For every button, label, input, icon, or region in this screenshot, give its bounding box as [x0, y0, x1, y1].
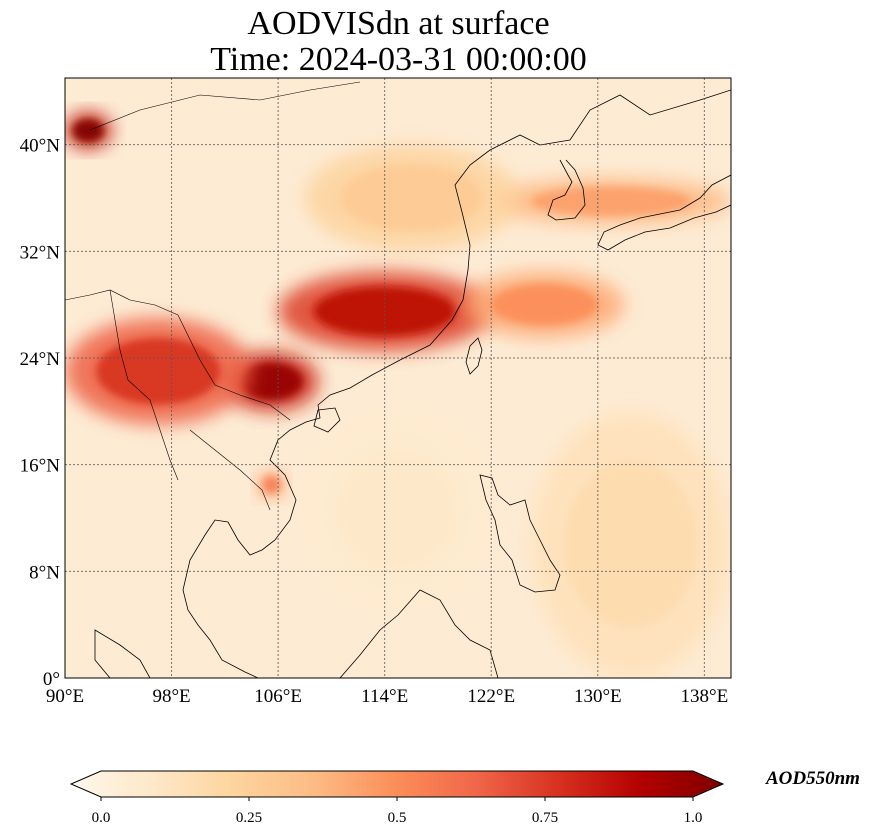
lon-tick-label: 106°E — [254, 686, 302, 707]
coastline-sumatra — [94, 629, 151, 678]
coastline-hainan — [313, 407, 341, 433]
lat-tick-label: 0° — [43, 669, 60, 690]
aod-region-core-0 — [72, 119, 104, 142]
aod-region-core-2 — [240, 362, 303, 401]
lon-tick-label: 114°E — [361, 686, 408, 707]
aod-region-core-3 — [96, 338, 221, 405]
colorbar: 0.0 0.25 0.5 0.75 1.0 — [69, 770, 725, 826]
lat-tick-label: 8°N — [29, 562, 60, 583]
lat-tick-label: 40°N — [20, 136, 61, 157]
border-indochina — [177, 314, 291, 421]
border-mongolia — [89, 81, 361, 131]
border-myanmar — [109, 289, 179, 481]
lat-tick-label: 16°N — [20, 456, 61, 477]
colorbar-tick-label: 1.0 — [684, 810, 703, 826]
aod-region-core-6 — [262, 476, 281, 493]
coastlines-and-borders — [65, 81, 731, 678]
aod-region-core-8 — [564, 461, 698, 628]
colorbar-tick-label: 0.75 — [532, 810, 558, 826]
lon-tick-label: 90°E — [46, 686, 84, 707]
coastline-japan — [597, 174, 731, 251]
lon-tick-label: 98°E — [152, 686, 190, 707]
coastline-borneo — [339, 589, 499, 678]
lon-tick-label: 138°E — [681, 686, 729, 707]
coastline-east-asia — [182, 89, 731, 678]
axis-tick-labels: 90°E 98°E 106°E 114°E 122°E 130°E 138°E 0° 8°N 16… — [20, 136, 729, 707]
coastline-taiwan — [465, 337, 483, 375]
colorbar-tick-label: 0.5 — [388, 810, 407, 826]
colorbar-label: AOD550nm — [766, 768, 860, 789]
map-plot-area — [65, 78, 731, 678]
colorbar-tick-label: 0.0 — [92, 810, 111, 826]
colorbar-ticks: 0.0 0.25 0.5 0.75 1.0 — [92, 797, 703, 826]
lat-tick-label: 24°N — [20, 349, 61, 370]
lon-tick-label: 130°E — [574, 686, 622, 707]
aod-region-core-4 — [491, 283, 598, 326]
lat-tick-label: 32°N — [20, 242, 61, 263]
lon-tick-label: 122°E — [467, 686, 515, 707]
border-himalaya — [65, 289, 179, 316]
colorbar-tick-label: 0.25 — [236, 810, 262, 826]
aod-region-core-7 — [340, 164, 483, 232]
map-title: AODVISdn at surface — [247, 5, 550, 42]
colorbar-body — [69, 770, 725, 798]
coastline-korea — [547, 159, 586, 221]
map-time-subtitle: Time: 2024-03-31 00:00:00 — [210, 41, 587, 78]
coastline-philippines — [479, 474, 561, 593]
aod-region-core-5 — [531, 186, 692, 216]
aod-region-core-9 — [335, 448, 461, 574]
border-laos-thailand — [189, 429, 271, 511]
map-frame — [64, 77, 732, 679]
gridlines — [65, 78, 731, 678]
